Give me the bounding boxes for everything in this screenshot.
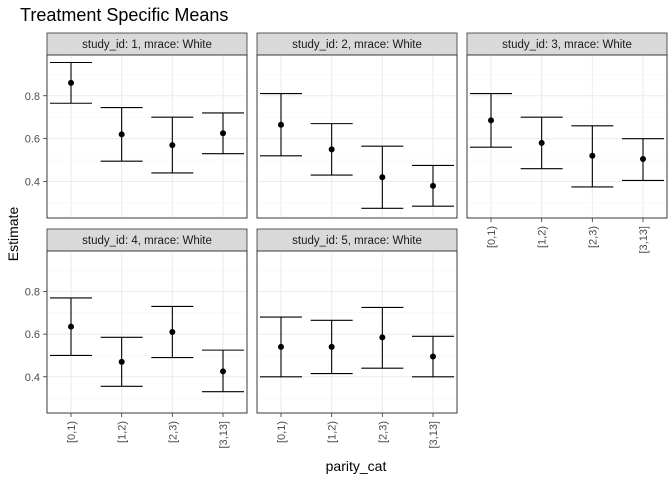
estimate-point (328, 343, 335, 350)
y-tick-label: 0.6 (25, 134, 40, 146)
x-tick-label: [0,1) (486, 226, 498, 248)
estimate-point (430, 353, 436, 360)
facet-strip-label: study_id: 3, mrace: White (502, 39, 632, 51)
facet-strip-label: study_id: 4, mrace: White (82, 235, 212, 247)
y-tick-label: 0.8 (25, 287, 40, 299)
estimate-point (379, 334, 386, 341)
x-tick-label: [1,2) (327, 421, 339, 443)
estimate-point (169, 142, 176, 149)
y-tick-label: 0.6 (25, 329, 40, 341)
facet-panel: study_id: 2, mrace: White (256, 32, 458, 219)
facet-panel: study_id: 4, mrace: White 0.4 0.6 0.8 [0,1) [… (25, 228, 248, 449)
x-tick-label: [1,2) (117, 421, 129, 443)
estimate-point (220, 130, 226, 137)
estimate-point (488, 117, 494, 124)
facet-panel: study_id: 3, mrace: White [0,1) [1,2) [2,3)… (466, 32, 668, 254)
estimate-point (278, 343, 284, 350)
x-tick-label: [3,13] (428, 421, 440, 449)
estimate-point (640, 156, 646, 163)
x-tick-label: [1,2) (537, 226, 549, 248)
panel-border (46, 250, 248, 414)
estimate-point (589, 152, 596, 159)
estimate-point (118, 131, 125, 138)
panel-background (466, 54, 668, 219)
x-axis-title: parity_cat (326, 458, 387, 474)
estimate-point (68, 79, 74, 86)
panel-background (46, 54, 248, 219)
estimate-point (328, 146, 335, 153)
estimate-point (379, 174, 386, 181)
chart-title: Treatment Specific Means (20, 5, 228, 25)
facet-strip-label: study_id: 5, mrace: White (292, 235, 422, 247)
panel-background (256, 250, 458, 414)
x-tick-label: [2,3) (167, 421, 179, 443)
estimate-point (278, 121, 284, 128)
x-tick-label: [0,1) (276, 421, 288, 443)
estimate-point (538, 139, 545, 146)
facet-strip-label: study_id: 1, mrace: White (82, 39, 212, 51)
y-tick-label: 0.8 (25, 91, 40, 103)
panel-border (256, 250, 458, 414)
facet-panel: study_id: 5, mrace: White [0,1) [1,2) [2,3)… (256, 228, 458, 449)
panel-background (46, 250, 248, 414)
estimate-point (220, 368, 226, 375)
x-tick-label: [3,13] (638, 226, 650, 254)
panel-border (466, 54, 668, 219)
estimate-point (68, 323, 74, 330)
facet-panel: study_id: 1, mrace: White 0.4 0.6 0.8 (25, 32, 248, 219)
y-tick-label: 0.4 (25, 372, 40, 384)
facet-panels: study_id: 1, mrace: White0.40.60.8study_… (25, 32, 668, 449)
facet-strip-label: study_id: 2, mrace: White (292, 39, 422, 51)
panel-background (256, 54, 458, 219)
y-tick-label: 0.4 (25, 177, 40, 189)
estimate-point (169, 329, 176, 335)
x-tick-label: [2,3) (587, 226, 599, 248)
estimate-point (430, 182, 436, 189)
y-axis-title: Estimate (5, 207, 21, 262)
panel-border (256, 54, 458, 219)
x-tick-label: [0,1) (66, 421, 78, 443)
x-tick-label: [3,13] (218, 421, 230, 449)
panel-border (46, 54, 248, 219)
estimate-point (118, 358, 125, 365)
x-tick-label: [2,3) (377, 421, 389, 443)
